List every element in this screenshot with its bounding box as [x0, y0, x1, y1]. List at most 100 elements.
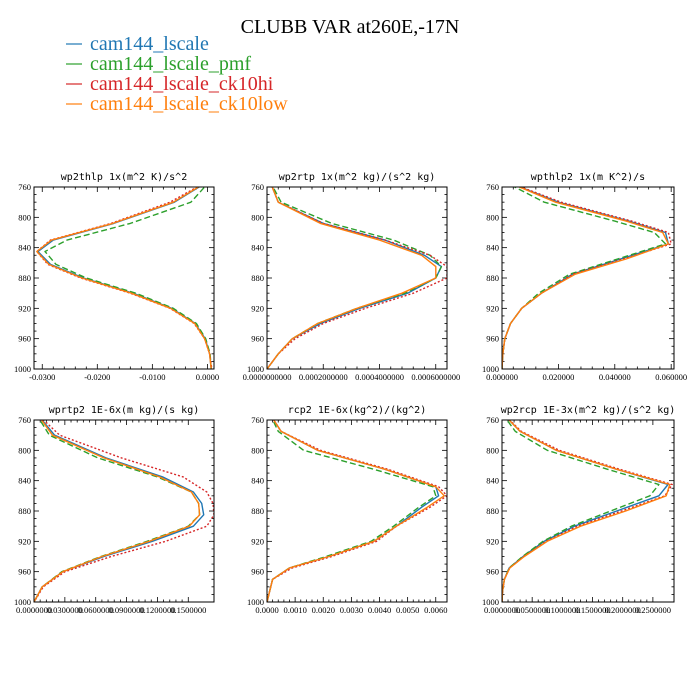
y-tick-label: 920: [18, 303, 31, 313]
panel-title: wp2rcp 1E-3x(m^2 kg)/(s^2 kg): [501, 405, 676, 416]
x-tick-label: 0.0300000: [47, 605, 83, 615]
y-tick-label: 960: [18, 334, 31, 344]
series-line-cam144_lscale_ck10hi: [267, 187, 447, 369]
y-tick-label: 960: [251, 567, 264, 577]
y-tick-label: 880: [251, 506, 264, 516]
x-tick-label: 0.0010: [283, 605, 306, 615]
y-tick-label: 800: [486, 445, 499, 455]
legend-entry: cam144_lscale_ck10hi: [90, 73, 274, 95]
x-tick-label: 0.060000: [655, 372, 687, 382]
y-tick-label: 880: [251, 273, 264, 283]
series-line-cam144_lscale_ck10low: [267, 187, 437, 369]
panel-title: wp2rtp 1x(m^2 kg)/(s^2 kg): [279, 172, 436, 183]
x-tick-label: 0.0000000000: [243, 372, 292, 382]
panel-title: rcp2 1E-6x(kg^2)/(kg^2): [288, 405, 426, 416]
y-tick-label: 1000: [247, 364, 264, 374]
y-tick-label: 920: [251, 536, 264, 546]
y-tick-label: 760: [18, 182, 31, 192]
y-tick-label: 800: [486, 212, 499, 222]
x-tick-label: 0.1500000: [170, 605, 206, 615]
x-tick-label: 0.0004000000: [355, 372, 404, 382]
y-tick-label: 1000: [14, 597, 31, 607]
y-tick-label: 880: [486, 273, 499, 283]
x-tick-label: 0.020000: [542, 372, 574, 382]
x-tick-label: 0.1000000: [544, 605, 580, 615]
y-tick-label: 840: [18, 476, 31, 486]
series-line-cam144_lscale_pmf: [502, 420, 660, 602]
x-tick-label: 0.0040: [368, 605, 391, 615]
series-line-cam144_lscale_ck10hi: [34, 420, 214, 602]
chart-panel: wp2rcp 1E-3x(m^2 kg)/(s^2 kg)760 800 840 88…: [482, 405, 675, 615]
series-line-cam144_lscale_ck10low: [502, 187, 670, 369]
y-tick-label: 760: [18, 415, 31, 425]
chart-panel: wp2rtp 1x(m^2 kg)/(s^2 kg) 760 800 840 880 92…: [243, 172, 461, 382]
series-group: [34, 420, 214, 602]
y-tick-label: 800: [251, 212, 264, 222]
series-group: [267, 187, 447, 369]
y-tick-label: 880: [486, 506, 499, 516]
series-line-cam144_lscale_ck10hi: [267, 420, 447, 602]
x-tick-label: 0.0500000: [514, 605, 550, 615]
x-tick-label: 0.0000000: [16, 605, 52, 615]
figure-title: CLUBB VAR at260E,-17N: [241, 16, 460, 38]
y-tick-label: 1000: [482, 597, 499, 607]
x-tick-label: 0.0050: [396, 605, 419, 615]
x-tick-label: 0.0030: [340, 605, 363, 615]
x-tick-label: 0.0600000: [78, 605, 114, 615]
plot-frame: [33, 419, 215, 603]
y-tick-label: 960: [486, 567, 499, 577]
y-tick-label: 880: [18, 506, 31, 516]
y-tick-label: 880: [18, 273, 31, 283]
plot-frame: [266, 186, 448, 370]
y-tick-label: 840: [251, 243, 264, 253]
y-tick-label: 840: [251, 476, 264, 486]
y-tick-label: 840: [18, 243, 31, 253]
panel-title: wp2thlp 1x(m^2 K)/s^2: [61, 172, 187, 183]
y-tick-label: 920: [486, 303, 499, 313]
panel-title: wprtp2 1E-6x(m kg)/(s kg): [49, 405, 200, 416]
chart-panel: wprtp2 1E-6x(m kg)/(s kg) 760 800 840 880 920…: [14, 405, 215, 615]
x-tick-label: 0.0060: [424, 605, 447, 615]
series-line-cam144_lscale_ck10low: [34, 420, 201, 602]
y-tick-label: 840: [486, 243, 499, 253]
x-tick-label: 0.0000: [255, 605, 278, 615]
panel-title: wpthlp2 1x(m K^2)/s: [531, 172, 645, 183]
x-tick-label: 0.000000: [486, 372, 518, 382]
x-tick-label: 0.0002000000: [299, 372, 348, 382]
legend: cam144_lscalecam144_lscale_pmfcam144_lsc…: [66, 33, 288, 115]
series-group: [502, 187, 672, 369]
y-tick-label: 760: [486, 182, 499, 192]
series-group: [267, 420, 447, 602]
chart-panel: wpthlp2 1x(m K^2)/s 760 800 840 880 920 960 100…: [482, 172, 687, 382]
x-tick-label: 0.0000000: [484, 605, 520, 615]
series-line-cam144_lscale_ck10low: [267, 420, 445, 602]
y-tick-label: 800: [18, 445, 31, 455]
y-tick-label: 960: [18, 567, 31, 577]
x-tick-label: 0.0900000: [109, 605, 145, 615]
series-line-cam144_lscale_ck10low: [36, 187, 212, 369]
series-line-cam144_lscale_pmf: [44, 187, 212, 369]
x-tick-label: -0.0200: [84, 372, 110, 382]
y-tick-label: 760: [486, 415, 499, 425]
panels: wp2thlp 1x(m^2 K)/s^2 760 800 840 880 920 960 1…: [14, 172, 687, 615]
series-group: [502, 420, 673, 602]
x-tick-label: 0.2000000: [605, 605, 641, 615]
chart-panel: wp2thlp 1x(m^2 K)/s^2 760 800 840 880 920 960 1…: [14, 172, 219, 382]
plot-frame: [501, 419, 675, 603]
series-line-cam144_lscale_ck10hi: [502, 187, 672, 369]
x-tick-label: -0.0100: [139, 372, 165, 382]
y-tick-label: 960: [486, 334, 499, 344]
y-tick-label: 840: [486, 476, 499, 486]
y-tick-label: 760: [251, 415, 264, 425]
y-tick-label: 1000: [14, 364, 31, 374]
x-tick-label: 0.040000: [599, 372, 631, 382]
plot-frame: [266, 419, 448, 603]
chart-panel: rcp2 1E-6x(kg^2)/(kg^2) 760 800 840 880 920 96…: [247, 405, 448, 615]
legend-entry: cam144_lscale: [90, 33, 209, 55]
y-tick-label: 800: [18, 212, 31, 222]
x-tick-label: 0.1500000: [574, 605, 610, 615]
x-tick-label: 0.0006000000: [411, 372, 460, 382]
y-tick-label: 920: [251, 303, 264, 313]
series-group: [36, 187, 213, 369]
